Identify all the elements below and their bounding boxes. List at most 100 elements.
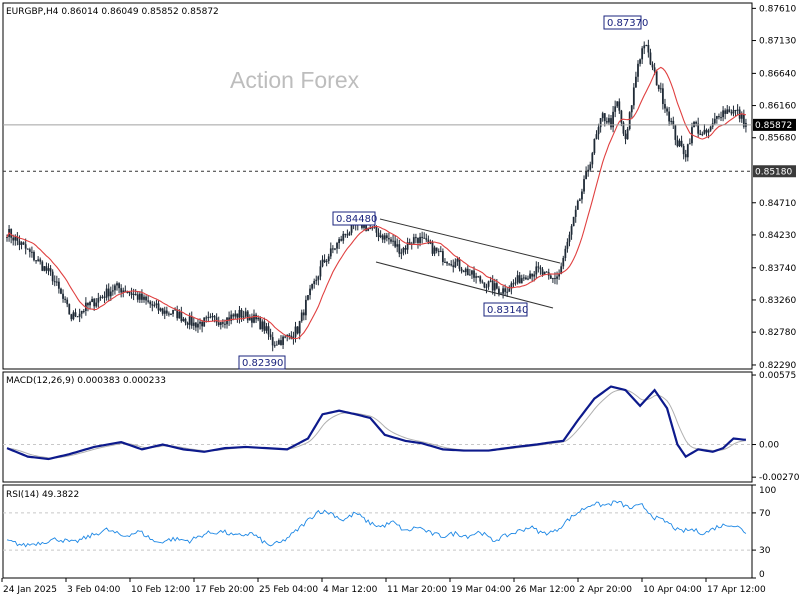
candle-body [709, 126, 712, 131]
candle-body [126, 292, 129, 294]
candle-body [39, 259, 42, 262]
candle-body [101, 296, 104, 298]
candle-body [57, 281, 60, 289]
candle-body [554, 278, 556, 280]
candle-body [111, 290, 114, 292]
candle-body [531, 273, 534, 277]
candle-body [593, 138, 596, 154]
candle-body [288, 334, 291, 336]
candle-body [161, 308, 164, 314]
candle-body [668, 111, 671, 122]
candle-body [400, 252, 403, 254]
price-axis-label: 0.86160 [759, 102, 796, 112]
candle-body [282, 336, 284, 345]
candle-body [334, 248, 336, 250]
candle-body [118, 283, 120, 289]
candle-body [244, 311, 247, 317]
candle-body [697, 123, 700, 134]
candle-body [253, 314, 255, 323]
price-axis-label: 0.84230 [759, 231, 796, 241]
candle-body [340, 239, 343, 241]
price-annotation-box [483, 302, 528, 317]
candle-body [612, 111, 614, 128]
candle-body [132, 294, 135, 296]
candle-body [201, 321, 204, 327]
candle-body [498, 288, 500, 294]
candle-body [192, 322, 195, 326]
candle-body [76, 316, 79, 318]
candle-body [728, 109, 731, 113]
candle-body [251, 316, 253, 323]
candle-body [309, 288, 311, 296]
candle-body [495, 283, 498, 289]
candle-body [417, 237, 419, 243]
candle-body [321, 259, 324, 267]
candle-body [217, 322, 220, 325]
price-axis-label: 0.82780 [759, 328, 796, 338]
channel-line [375, 261, 554, 309]
candle-body [381, 235, 384, 240]
price-annotation-box [603, 15, 642, 30]
macd-axis-label: -0.00270 [759, 473, 800, 483]
candle-body [336, 243, 338, 249]
candle-body [157, 303, 160, 311]
support-level-box [753, 165, 796, 178]
candle-body [234, 313, 237, 317]
candle-body [105, 288, 108, 298]
candle-body [363, 224, 365, 228]
candle-body [402, 247, 405, 253]
candle-body [450, 264, 453, 266]
rsi-panel [2, 484, 753, 579]
rsi-axis-label: 30 [759, 546, 771, 556]
candle-body [394, 240, 397, 247]
support-level-label: 0.85180 [755, 167, 792, 177]
candle-body [614, 106, 617, 112]
candle-body [487, 281, 490, 287]
candle-body [188, 316, 191, 325]
candle-body [163, 310, 166, 314]
candle-body [471, 270, 473, 275]
candle-body [138, 293, 141, 300]
candle-body [684, 154, 687, 158]
candle-body [325, 261, 328, 263]
rsi-axis-label: 70 [759, 509, 771, 519]
candle-body [33, 251, 35, 261]
time-axis-label: 4 Mar 12:00 [323, 585, 378, 595]
candle-body [699, 133, 702, 135]
candle-body [508, 288, 511, 292]
candle-body [236, 313, 239, 318]
price-axis-label: 0.85680 [759, 134, 796, 144]
candle-body [502, 288, 504, 294]
candle-body [87, 302, 89, 306]
candle-body [344, 233, 347, 235]
moving-average-line [6, 66, 747, 339]
candle-body [99, 297, 102, 299]
candle-body [26, 248, 29, 250]
candle-body [527, 278, 529, 280]
candle-body [473, 270, 475, 278]
candle-body [16, 236, 19, 241]
candle-body [643, 45, 646, 49]
candle-body [74, 312, 77, 317]
candle-body [240, 309, 243, 318]
candle-body [348, 232, 351, 236]
candle-body [525, 277, 527, 280]
candle-body [680, 140, 683, 146]
candle-body [167, 313, 170, 315]
price-axis-label: 0.87610 [759, 4, 796, 14]
candle-body [616, 101, 619, 107]
candle-body [385, 235, 388, 239]
macd-axis-label: 0.00 [759, 441, 779, 451]
candle-body [439, 251, 442, 253]
candle-body [618, 101, 621, 111]
candle-body [545, 271, 548, 273]
candle-body [317, 276, 320, 280]
candle-body [659, 88, 662, 90]
rsi-line [6, 500, 747, 548]
candle-body [412, 237, 415, 244]
candle-body [635, 76, 637, 88]
candle-body [506, 291, 509, 293]
candle-body [562, 258, 565, 267]
candle-body [740, 114, 743, 119]
